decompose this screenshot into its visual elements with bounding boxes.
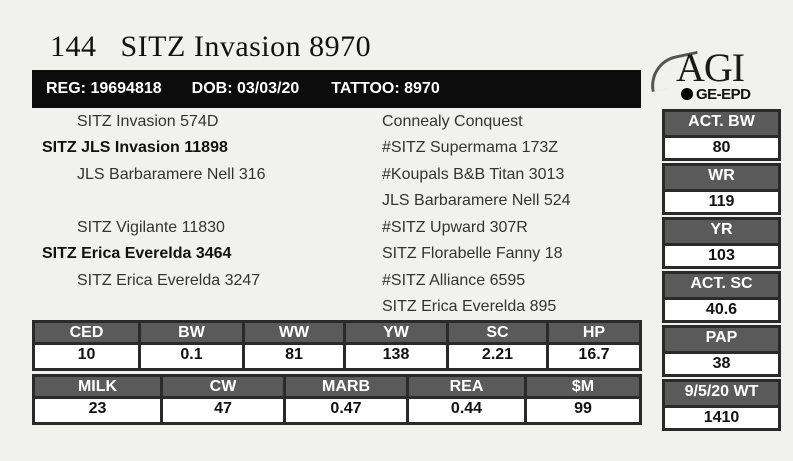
logo-ball (681, 88, 693, 100)
pedigree-right-2: #SITZ Supermama 173Z (382, 139, 559, 156)
pedigree-right-5: #SITZ Upward 307R (382, 219, 528, 236)
epd-header-row-2: MILK CW MARB REA $M (32, 374, 642, 399)
epd-value-marb: 0.47 (283, 399, 406, 425)
epd-value-yw: 138 (343, 345, 446, 371)
epd-value-ced: 10 (32, 345, 138, 371)
dam-sire: SITZ Vigilante 11830 (77, 219, 225, 236)
epd-header-rea: REA (406, 374, 524, 399)
side-value-pap: 38 (662, 351, 781, 377)
epd-header-yw: YW (343, 320, 446, 345)
epd-value-row-1: 10 0.1 81 138 2.21 16.7 (32, 345, 642, 371)
side-value-yr: 103 (662, 243, 781, 269)
epd-value-hp: 16.7 (546, 345, 642, 371)
lot-number: 144 (50, 30, 97, 63)
dam: SITZ Erica Everelda 3464 (42, 245, 232, 262)
animal-name: SITZ Invasion 8970 (120, 30, 372, 63)
performance-panel: ACT. BW 80 WR 119 YR 103 ACT. SC 40.6 PA… (662, 109, 781, 431)
pedigree-right-6: SITZ Florabelle Fanny 18 (382, 245, 563, 262)
logo-agi-text: AGI (676, 45, 745, 90)
side-label-act-sc: ACT. SC (662, 271, 781, 297)
side-label-yr: YR (662, 217, 781, 243)
sire-dam: JLS Barbaramere Nell 316 (77, 166, 266, 183)
epd-header-sc: SC (446, 320, 546, 345)
epd-value-m: 99 (524, 399, 642, 425)
side-label-pap: PAP (662, 325, 781, 351)
side-value-act-sc: 40.6 (662, 297, 781, 323)
epd-value-milk: 23 (32, 399, 160, 425)
tattoo: TATTOO: 8970 (331, 80, 440, 97)
epd-value-rea: 0.44 (406, 399, 524, 425)
epd-header-hp: HP (546, 320, 642, 345)
reg-number: REG: 19694818 (46, 80, 162, 97)
pedigree-right-7: #SITZ Alliance 6595 (382, 272, 526, 289)
side-label-weight: 9/5/20 WT (662, 379, 781, 405)
pedigree-right-4: JLS Barbaramere Nell 524 (382, 192, 571, 209)
side-label-wr: WR (662, 163, 781, 189)
epd-header-m: $M (524, 374, 642, 399)
epd-value-sc: 2.21 (446, 345, 546, 371)
side-label-act-bw: ACT. BW (662, 109, 781, 135)
side-value-act-bw: 80 (662, 135, 781, 161)
epd-value-cw: 47 (160, 399, 283, 425)
pedigree-right-1: Connealy Conquest (382, 113, 523, 130)
epd-value-row-2: 23 47 0.47 0.44 99 (32, 399, 642, 425)
pedigree-right-8: SITZ Erica Everelda 895 (382, 298, 557, 315)
epd-header-row-1: CED BW WW YW SC HP (32, 320, 642, 345)
epd-header-cw: CW (160, 374, 283, 399)
lot-title: 144 SITZ Invasion 8970 (50, 30, 371, 64)
sire: SITZ JLS Invasion 11898 (42, 139, 228, 156)
epd-header-ced: CED (32, 320, 138, 345)
pedigree-right-3: #Koupals B&B Titan 3013 (382, 166, 565, 183)
agi-logo: AGI GE-EPD (645, 45, 766, 106)
dob: DOB: 03/03/20 (191, 80, 300, 97)
logo-ge-text: GE-EPD (696, 86, 751, 103)
epd-header-bw: BW (138, 320, 242, 345)
side-value-wr: 119 (662, 189, 781, 215)
epd-header-marb: MARB (283, 374, 406, 399)
registration-bar: REG: 19694818 DOB: 03/03/20 TATTOO: 8970 (32, 70, 641, 108)
sire-sire: SITZ Invasion 574D (77, 113, 219, 130)
epd-value-ww: 81 (242, 345, 343, 371)
side-value-weight: 1410 (662, 405, 781, 431)
epd-header-milk: MILK (32, 374, 160, 399)
dam-dam: SITZ Erica Everelda 3247 (77, 272, 261, 289)
epd-value-bw: 0.1 (138, 345, 242, 371)
epd-header-ww: WW (242, 320, 343, 345)
